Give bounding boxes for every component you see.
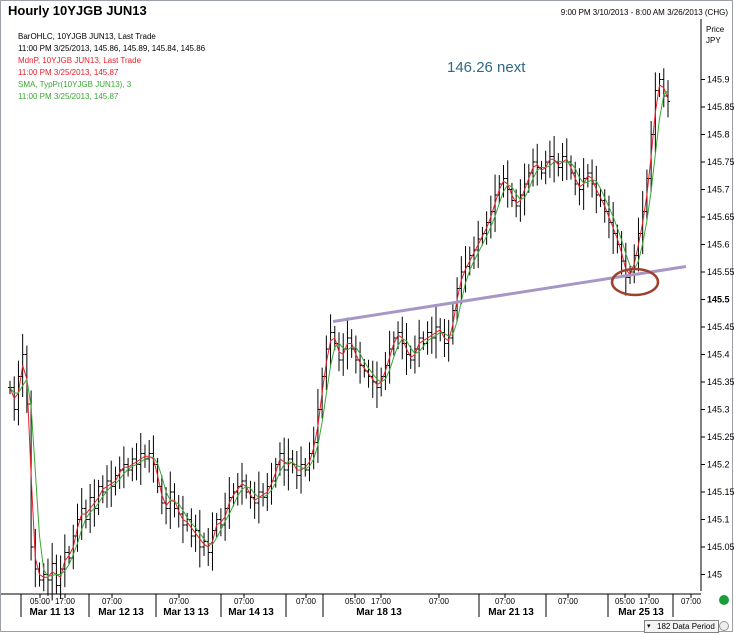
day-label: Mar 13 13 <box>163 607 209 618</box>
chart-legend: BarOHLC, 10YJGB JUN13, Last Trade 11:00 … <box>18 31 205 103</box>
x-tick-label: 07:00 <box>296 597 317 606</box>
axis-unit-label: Price <box>706 25 725 34</box>
y-tick-label: 145.45 <box>707 322 734 332</box>
median-price-line <box>9 84 669 578</box>
x-tick-label: 07:00 <box>234 597 255 606</box>
x-tick-label: 07:00 <box>429 597 450 606</box>
x-tick-label: 05:00 <box>345 597 366 606</box>
day-label: Mar 11 13 <box>29 607 74 618</box>
x-tick-label: 07:00 <box>558 597 579 606</box>
legend-median-series: MdnP, 10YJGB JUN13, Last Trade <box>18 56 142 65</box>
highlight-ellipse <box>610 267 660 297</box>
axis-currency-label: JPY <box>706 36 721 45</box>
legend-bar-series: BarOHLC, 10YJGB JUN13, Last Trade <box>18 32 156 41</box>
x-tick-label: 07:00 <box>681 597 702 606</box>
x-tick-label: 07:00 <box>102 597 123 606</box>
x-tick-label: 17:00 <box>371 597 392 606</box>
day-label: Mar 18 13 <box>356 607 402 618</box>
y-tick-label: 145.55 <box>707 267 734 277</box>
y-tick-label: 145.6 <box>707 240 730 250</box>
legend-sma-series: SMA, TypPr(10YJGB JUN13), 3 <box>18 80 132 89</box>
legend-sma-values: 11:00 PM 3/25/2013, 145.87 <box>18 92 119 101</box>
y-tick-label: 145.9 <box>707 75 730 85</box>
day-label: Mar 12 13 <box>98 607 144 618</box>
sma-line <box>9 90 669 577</box>
scroll-button[interactable] <box>719 621 729 631</box>
dropdown-icon: ▾ <box>647 623 651 630</box>
y-tick-label: 145.25 <box>707 432 734 442</box>
y-tick-label: 145.1 <box>707 515 730 525</box>
day-label: Mar 25 13 <box>618 607 664 618</box>
day-label: Mar 21 13 <box>488 607 534 618</box>
annotation-text: 146.26 next <box>447 59 526 76</box>
x-tick-label: 05:00 <box>30 597 51 606</box>
y-tick-label: 145.15 <box>707 487 734 497</box>
legend-median-values: 11:00 PM 3/25/2013, 145.87 <box>18 68 119 77</box>
y-tick-label: 145.35 <box>707 377 734 387</box>
y-tick-label: 145.8 <box>707 130 730 140</box>
y-tick-label: 145.5 <box>707 295 730 305</box>
y-tick-label: 145.7 <box>707 185 730 195</box>
chart-title: Hourly 10YJGB JUN13 <box>8 3 147 18</box>
y-tick-label: 145.2 <box>707 460 730 470</box>
x-tick-label: 17:00 <box>639 597 660 606</box>
legend-bar-values: 11:00 PM 3/25/2013, 145.86, 145.89, 145.… <box>18 44 206 53</box>
day-label: Mar 14 13 <box>228 607 274 618</box>
data-period-selector[interactable]: ▾ 182 Data Period <box>644 620 719 633</box>
status-indicator-icon[interactable] <box>719 595 729 605</box>
y-tick-label: 145.05 <box>707 542 734 552</box>
data-period-label: 182 Data Period <box>657 622 715 631</box>
x-tick-label: 07:00 <box>169 597 190 606</box>
x-tick-label: 17:00 <box>55 597 76 606</box>
price-chart[interactable]: 145 145.05 145.1 145.15 145.2 145.25 145.3 145.… <box>1 1 734 619</box>
y-tick-label: 145.4 <box>707 350 730 360</box>
x-tick-label: 07:00 <box>495 597 516 606</box>
x-tick-label: 05:00 <box>615 597 636 606</box>
trendline <box>332 265 687 323</box>
y-tick-label: 145.3 <box>707 405 730 415</box>
y-tick-label: 145.85 <box>707 102 734 112</box>
y-tick-label: 145 <box>707 570 722 580</box>
y-tick-label: 145.65 <box>707 212 734 222</box>
date-range: 9:00 PM 3/10/2013 - 8:00 AM 3/26/2013 (C… <box>560 8 728 17</box>
y-tick-label: 145.75 <box>707 157 734 167</box>
